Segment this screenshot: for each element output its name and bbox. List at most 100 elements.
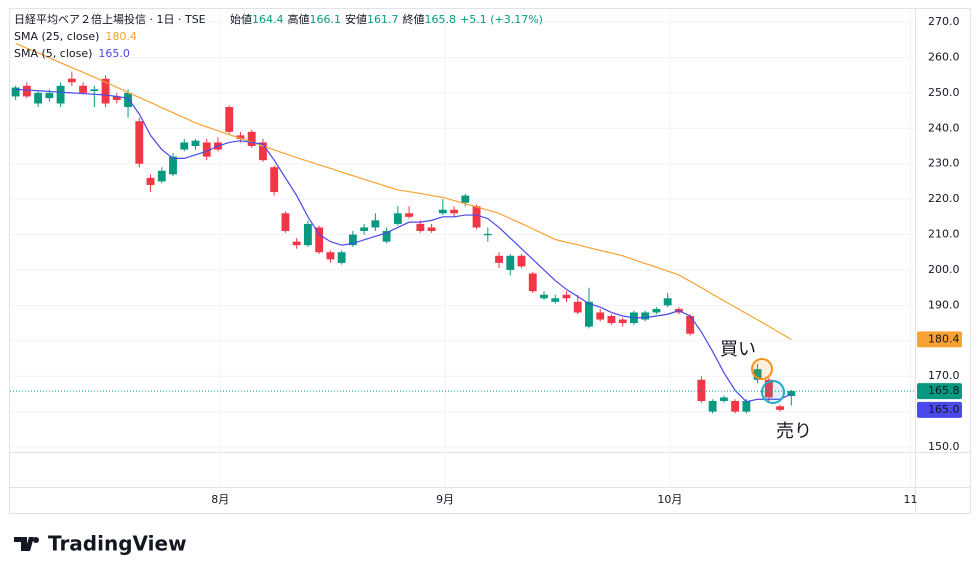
candle-body — [461, 195, 470, 203]
sma-line — [15, 88, 792, 403]
y-tick-label: 150.0 — [928, 440, 960, 453]
candle-body — [540, 294, 548, 299]
candle-body — [686, 316, 695, 334]
candle-body — [528, 273, 537, 292]
annotation-buy: 買い — [720, 339, 756, 360]
candle-body — [101, 78, 110, 104]
x-tick-label: 9月 — [436, 493, 454, 506]
legend-value: 180.4 — [105, 30, 137, 43]
sma5-price-label: 165.0 — [928, 403, 960, 416]
x-tick-label: 11 — [904, 493, 918, 506]
ohlc-label: 高値 — [288, 12, 310, 26]
candle-body — [652, 308, 661, 313]
candle-body — [315, 227, 324, 253]
ohlc-label: 安値 — [345, 12, 367, 26]
y-tick-label: 260.0 — [928, 50, 960, 63]
candle-body — [303, 223, 312, 246]
y-tick-label: 200.0 — [928, 263, 960, 276]
candle-body — [393, 213, 402, 224]
candle-body — [427, 227, 436, 231]
candle-body — [135, 121, 144, 164]
candle-body — [641, 312, 650, 320]
candle-body — [405, 213, 414, 217]
candle-body — [124, 92, 132, 108]
candle-body — [416, 223, 425, 231]
candle-body — [90, 89, 99, 92]
candle-body — [45, 92, 54, 99]
candle-body — [596, 312, 605, 320]
logo-dot — [33, 537, 39, 543]
y-tick-label: 210.0 — [928, 228, 960, 241]
candle-body — [34, 92, 43, 104]
annotation-sell: 売り — [776, 421, 812, 442]
candle-body — [371, 220, 380, 228]
y-tick-label: 220.0 — [928, 192, 960, 205]
legend-value: 165.0 — [98, 47, 130, 60]
candle-body — [348, 234, 357, 246]
candle-body — [764, 379, 773, 398]
candle-body — [585, 301, 593, 327]
candle-body — [337, 252, 346, 263]
y-tick-label: 190.0 — [928, 298, 960, 311]
candle-body — [742, 401, 751, 412]
candle-body — [618, 319, 627, 324]
sma-line — [15, 42, 792, 340]
close-price-label: 165.8 — [928, 384, 960, 397]
candle-body — [157, 170, 166, 182]
candle-body — [180, 142, 189, 150]
candle-body — [236, 135, 245, 139]
candle-body — [202, 142, 211, 157]
sma25-price-label-bg — [917, 331, 962, 348]
y-tick-label: 270.0 — [928, 15, 960, 28]
sma25-legend: SMA (25, close) 180.4 — [14, 30, 137, 43]
plot — [10, 42, 915, 414]
candle-body — [506, 255, 515, 270]
legend-name: SMA (25, close) — [14, 30, 99, 43]
logo-icon — [14, 537, 34, 551]
y-tick-label: 170.0 — [928, 369, 960, 382]
candle-body — [663, 298, 672, 306]
candle-body — [360, 227, 369, 231]
grid — [10, 10, 915, 487]
candle-body — [776, 406, 785, 410]
ohlc-value: 161.7 — [367, 13, 399, 26]
candle-body — [517, 255, 526, 267]
ohlc-value: 164.4 — [252, 13, 284, 26]
candle-body — [326, 252, 335, 260]
sma5-legend: SMA (5, close) 165.0 — [14, 47, 130, 60]
candle-body — [79, 85, 88, 93]
candle-body — [697, 379, 706, 401]
candle-body — [787, 391, 796, 397]
logo-text: TradingView — [48, 532, 187, 556]
candle-body — [225, 107, 234, 132]
ohlc-value: 165.8 — [425, 13, 457, 26]
candle-body — [191, 140, 200, 146]
sma5-price-label-bg — [917, 401, 962, 418]
candle-body — [56, 85, 65, 104]
x-tick-label: 10月 — [657, 493, 682, 506]
candle-body — [169, 156, 177, 175]
candle-body — [731, 401, 740, 412]
y-tick-label: 250.0 — [928, 86, 960, 99]
candle-body — [551, 298, 560, 302]
candle-body — [112, 96, 121, 100]
sell-marker — [761, 380, 785, 404]
change: +5.1 (+3.17%) — [460, 13, 543, 26]
candle-body — [472, 206, 481, 228]
candle-body — [22, 85, 31, 97]
candle-body — [11, 87, 20, 97]
axes: 150.0160.0170.0180.0190.0200.0210.0220.0… — [211, 15, 962, 506]
chart-frame — [9, 8, 971, 514]
ohlc-value: 166.1 — [310, 13, 342, 26]
candle-body — [607, 316, 616, 324]
candle-body — [753, 369, 762, 380]
candle-body — [483, 233, 492, 236]
candle-body — [495, 255, 503, 263]
y-tick-label: 240.0 — [928, 121, 960, 134]
candle-body — [292, 241, 301, 246]
candle-body — [281, 213, 290, 231]
candle-body — [146, 177, 155, 185]
ohlc-label: 終値 — [403, 12, 425, 26]
candle-body — [67, 78, 76, 83]
